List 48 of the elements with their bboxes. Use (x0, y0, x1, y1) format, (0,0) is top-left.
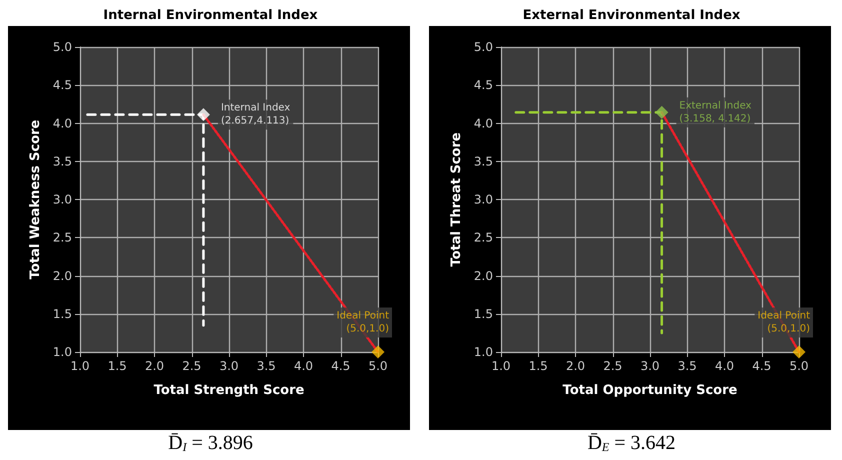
y-tick-label: 3.5 (474, 154, 493, 168)
x-tick-label: 2.0 (144, 359, 164, 373)
x-tick-label: 3.0 (640, 359, 660, 373)
y-tick-label: 4.5 (474, 78, 493, 92)
x-tick-label: 4.0 (714, 359, 734, 373)
x-tick-label: 2.5 (182, 359, 202, 373)
y-tick-label: 5.0 (474, 40, 493, 54)
x-tick-label: 2.5 (603, 359, 622, 373)
data-label: Internal Index (2.657,4.113) (220, 102, 290, 127)
y-tick-label: 5.0 (52, 40, 72, 54)
x-tick-label: 5.0 (368, 359, 388, 373)
data-label: External Index (3.158, 4.142) (679, 100, 752, 124)
chart-title: Internal Environmental Index (103, 8, 318, 23)
x-tick-label: 1.0 (70, 359, 90, 373)
x-tick-label: 1.5 (528, 359, 548, 373)
chart-title: External Environmental Index (522, 8, 741, 23)
x-tick-label: 4.0 (294, 359, 314, 373)
x-tick-label: 3.5 (678, 359, 697, 373)
y-tick-label: 1.0 (474, 345, 493, 359)
y-tick-label: 2.0 (474, 268, 493, 283)
y-tick-label: 2.0 (52, 268, 72, 283)
y-axis-title: Total Weakness Score (28, 120, 43, 280)
x-axis-title: Total Strength Score (154, 383, 304, 398)
y-axis-title: Total Threat Score (449, 132, 464, 267)
y-tick-label: 4.0 (474, 116, 493, 130)
x-tick-label: 4.5 (331, 359, 350, 373)
x-tick-label: 1.5 (108, 359, 127, 373)
text: D̄I = 3.896 (168, 432, 253, 454)
text: D̄E = 3.642 (587, 432, 676, 454)
y-tick-label: 3.0 (474, 192, 493, 206)
y-tick-label: 3.0 (52, 192, 72, 206)
y-tick-label: 4.5 (52, 78, 72, 92)
data-label: Ideal Point (5.0,1.0) (758, 310, 810, 334)
y-tick-label: 1.5 (474, 306, 493, 321)
y-tick-label: 3.5 (52, 154, 72, 168)
y-tick-label: 2.5 (52, 230, 72, 245)
x-tick-label: 3.5 (256, 359, 276, 373)
x-tick-label: 1.0 (491, 359, 511, 373)
x-tick-label: 4.5 (752, 359, 772, 373)
data-label: Ideal Point (5.0,1.0) (336, 310, 390, 334)
x-tick-label: 3.0 (219, 359, 239, 373)
y-tick-label: 4.0 (52, 116, 72, 130)
x-tick-label: 5.0 (789, 359, 809, 373)
x-axis-title: Total Opportunity Score (562, 383, 738, 398)
y-tick-label: 2.5 (474, 230, 493, 245)
y-tick-label: 1.5 (52, 306, 72, 321)
y-tick-label: 1.0 (52, 345, 72, 359)
x-tick-label: 2.0 (566, 359, 586, 373)
